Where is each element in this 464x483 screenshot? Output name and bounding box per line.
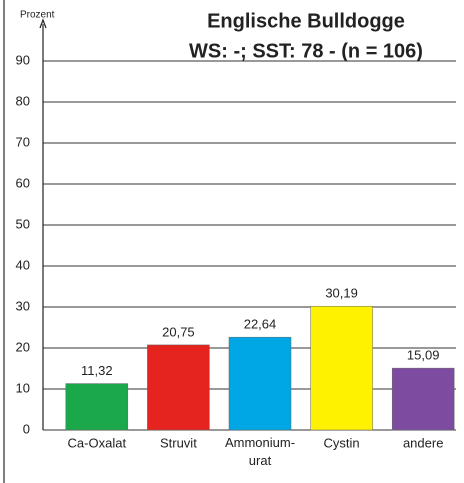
y-tick-label: 30	[16, 298, 30, 313]
x-tick-label: Struvit	[160, 435, 197, 450]
bar	[65, 383, 129, 431]
x-tick-label: andere	[403, 435, 443, 450]
value-label: 15,09	[407, 348, 440, 363]
y-tick-label: 40	[16, 257, 30, 272]
y-tick-label: 70	[16, 134, 30, 149]
bar	[310, 305, 373, 431]
value-label: 30,19	[325, 286, 358, 301]
y-tick-label: 90	[16, 52, 30, 67]
chart-subtitle: WS: -; SST: 78 - (n = 106)	[189, 40, 423, 62]
value-label: 11,32	[81, 363, 113, 378]
x-tick-label: Cystin	[324, 435, 360, 450]
y-tick-label: 0	[23, 421, 30, 436]
bar	[391, 367, 455, 431]
bar	[228, 336, 292, 431]
y-tick-label: 80	[16, 93, 30, 108]
value-label: 20,75	[162, 324, 195, 339]
x-tick-label: Ammonium-urat	[225, 435, 295, 468]
chart-title: Englische Bulldogge	[207, 10, 405, 32]
y-tick-label: 50	[16, 216, 30, 231]
y-tick-label: 60	[16, 175, 30, 190]
y-tick-label: 20	[16, 339, 30, 354]
x-tick-label: Ca-Oxalat	[68, 435, 127, 450]
y-axis-label: Prozent	[20, 10, 55, 21]
y-axis-arrow	[39, 18, 47, 29]
y-tick-label: 10	[16, 380, 30, 395]
bar	[147, 344, 210, 431]
value-label: 22,64	[244, 317, 277, 332]
